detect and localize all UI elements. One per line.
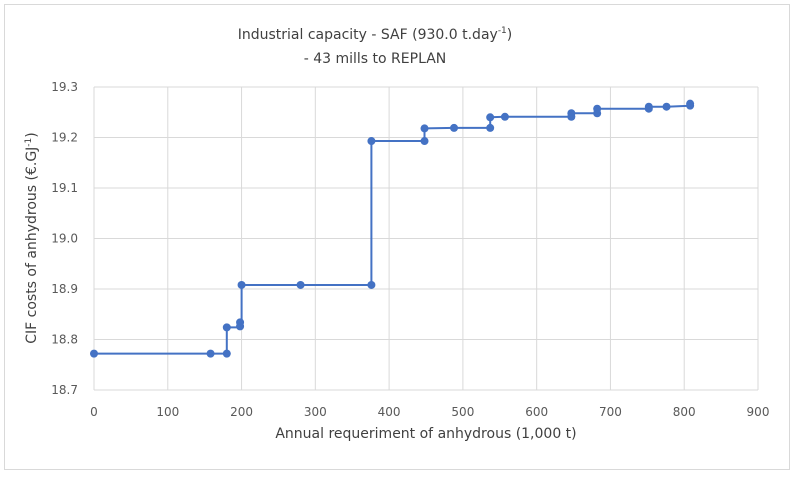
data-point bbox=[593, 104, 602, 113]
data-point bbox=[222, 323, 231, 332]
x-axis-title: Annual requeriment of anhydrous (1,000 t… bbox=[275, 426, 576, 442]
x-axis-tick-labels: 0 100 200 300 400 500 600 700 800 900 bbox=[90, 405, 769, 419]
y-tick-label: 19.3 bbox=[51, 80, 78, 94]
x-tick-label: 900 bbox=[747, 405, 770, 419]
y-tick-label: 19.0 bbox=[51, 232, 78, 246]
y-tick-label: 18.8 bbox=[51, 333, 78, 347]
data-point bbox=[236, 318, 245, 327]
data-point bbox=[367, 280, 376, 289]
data-point bbox=[206, 349, 215, 358]
y-axis-title: CIF costs of anhydrous (€.GJ-1) bbox=[24, 132, 40, 344]
data-point bbox=[567, 109, 576, 118]
y-tick-label: 19.2 bbox=[51, 131, 78, 145]
data-point bbox=[367, 137, 376, 146]
data-point bbox=[296, 280, 305, 289]
data-point bbox=[486, 113, 495, 122]
series-line bbox=[94, 103, 692, 355]
x-tick-label: 100 bbox=[156, 405, 179, 419]
x-tick-label: 500 bbox=[451, 405, 474, 419]
x-tick-label: 700 bbox=[599, 405, 622, 419]
y-tick-label: 19.1 bbox=[51, 181, 78, 195]
data-point bbox=[662, 102, 671, 111]
series-group bbox=[90, 99, 695, 358]
x-tick-label: 200 bbox=[230, 405, 253, 419]
y-tick-label: 18.9 bbox=[51, 282, 78, 296]
chart-frame bbox=[4, 4, 790, 470]
x-tick-label: 600 bbox=[525, 405, 548, 419]
data-point bbox=[644, 102, 653, 111]
data-point bbox=[237, 280, 246, 289]
data-point bbox=[222, 349, 231, 358]
y-tick-label: 18.7 bbox=[51, 383, 78, 397]
data-point bbox=[486, 123, 495, 132]
x-tick-label: 800 bbox=[673, 405, 696, 419]
gridlines bbox=[93, 86, 759, 391]
chart-title-line2: - 43 mills to REPLAN bbox=[304, 51, 447, 67]
x-tick-label: 400 bbox=[378, 405, 401, 419]
data-point bbox=[686, 99, 695, 108]
data-point bbox=[420, 137, 429, 146]
data-point bbox=[90, 349, 98, 358]
chart-title-line1: Industrial capacity - SAF (930.0 t.day-1… bbox=[238, 26, 513, 43]
data-point bbox=[500, 112, 509, 121]
data-point bbox=[450, 123, 459, 132]
data-point bbox=[420, 124, 429, 133]
y-axis-tick-labels: 18.7 18.8 18.9 19.0 19.1 19.2 19.3 bbox=[51, 80, 78, 397]
x-tick-label: 300 bbox=[304, 405, 327, 419]
x-tick-label: 0 bbox=[90, 405, 98, 419]
